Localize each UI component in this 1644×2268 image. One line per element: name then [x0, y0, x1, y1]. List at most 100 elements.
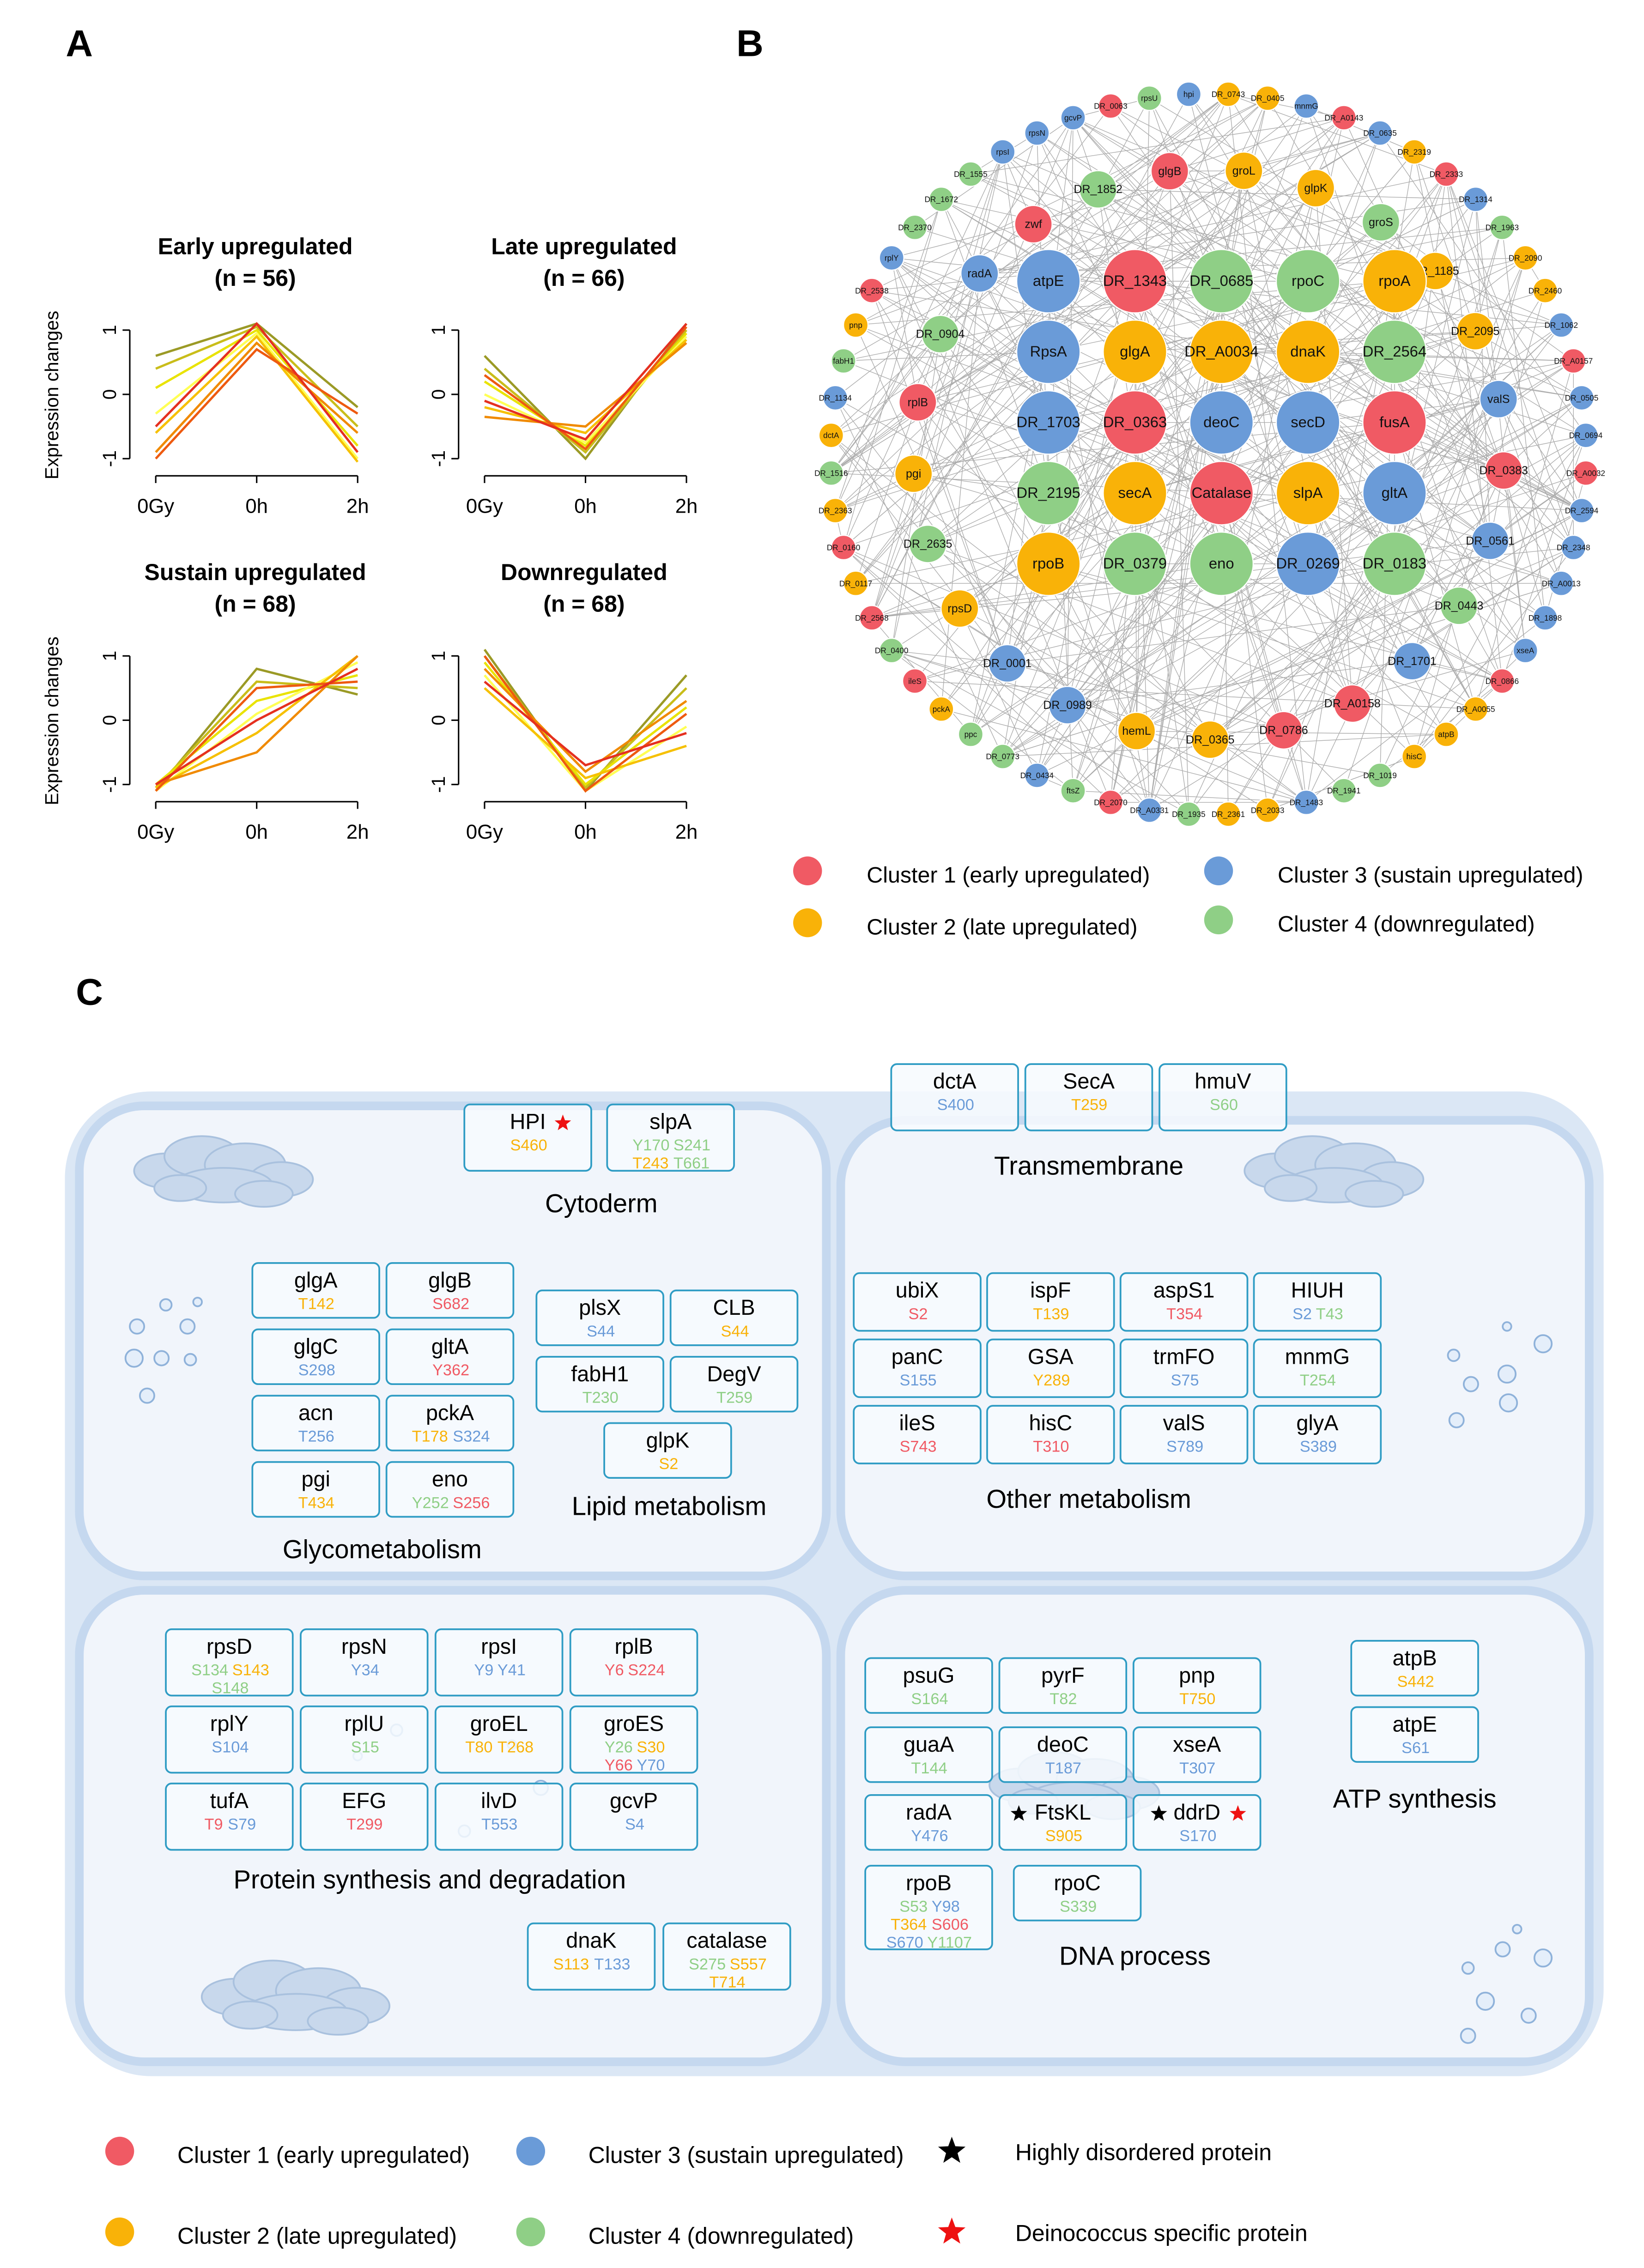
edge — [892, 133, 1380, 259]
legend-label: Cluster 4 (downregulated) — [588, 2223, 854, 2249]
protein-name: rplB — [614, 1634, 653, 1658]
x-tick-label: 0Gy — [466, 495, 503, 518]
chart-title: Downregulated — [501, 559, 667, 585]
edge — [1435, 271, 1504, 471]
site-label: S170 — [1179, 1827, 1216, 1845]
protein-box — [864, 1657, 993, 1714]
node-label: DR_0443 — [1435, 599, 1484, 612]
node — [1098, 789, 1124, 816]
node — [879, 245, 904, 271]
protein-name: groES — [604, 1712, 664, 1736]
node — [928, 186, 954, 212]
legend-label: Cluster 1 (early upregulated) — [177, 2142, 470, 2168]
protein-box — [603, 1422, 732, 1479]
node — [960, 254, 999, 293]
node-label: atpE — [1033, 272, 1064, 289]
node — [1189, 390, 1254, 455]
edge — [855, 325, 1503, 682]
protein-name: plsX — [579, 1295, 621, 1319]
protein-box — [662, 1922, 791, 1991]
protein-name: SecA — [1063, 1069, 1115, 1093]
protein-box — [385, 1395, 515, 1452]
node — [1548, 312, 1574, 338]
node-label: dnaK — [1290, 343, 1326, 360]
bubble — [1520, 2008, 1537, 2024]
site-label: T259 — [1071, 1096, 1107, 1114]
node — [1275, 248, 1341, 314]
protein-name: glgA — [294, 1268, 338, 1292]
edge — [1098, 189, 1574, 548]
y-axis-label: Expression changes — [41, 311, 62, 479]
node — [1275, 460, 1341, 526]
bubble — [129, 1318, 146, 1335]
edge — [891, 493, 1135, 651]
node-label: DR_1134 — [819, 393, 852, 403]
node-label: rplB — [908, 396, 928, 409]
site-label: S442 — [1397, 1673, 1434, 1690]
series-line — [484, 323, 687, 441]
site-label: Y41 — [497, 1661, 526, 1679]
node-label: ppc — [965, 730, 977, 739]
site-label: S256 — [453, 1494, 490, 1512]
node-label: pnp — [849, 321, 862, 330]
chart-title: Sustain upregulated — [145, 559, 366, 585]
node — [989, 744, 1016, 769]
protein-name: CLB — [713, 1295, 755, 1319]
node — [843, 570, 869, 596]
site-label: S61 — [1401, 1739, 1430, 1757]
edge — [855, 133, 1380, 326]
node-label: secA — [1118, 484, 1152, 501]
legend-label: Cluster 1 (early upregulated) — [867, 863, 1150, 888]
protein-box — [165, 1628, 294, 1697]
edge — [831, 189, 1098, 436]
protein-name: pckA — [426, 1401, 474, 1425]
bubble — [192, 1296, 203, 1307]
protein-name: deoC — [1037, 1732, 1089, 1756]
site-label: Y170 — [632, 1137, 669, 1154]
protein-name: rplU — [344, 1712, 384, 1736]
series-line — [155, 680, 358, 792]
protein-name: fabH1 — [571, 1362, 629, 1386]
node — [1024, 762, 1050, 788]
edge — [1306, 617, 1546, 803]
edge — [1149, 547, 1574, 810]
site-label: S789 — [1166, 1438, 1203, 1456]
site-label: S2 — [659, 1455, 678, 1473]
node-label: DR_1483 — [1290, 798, 1323, 807]
node-label: DR_0160 — [827, 543, 861, 552]
protein-box — [998, 1794, 1128, 1851]
node-label: DR_1062 — [1545, 321, 1578, 330]
node-label: DR_1019 — [1363, 771, 1397, 780]
site-label: T178 — [412, 1428, 448, 1445]
edge — [871, 290, 1008, 664]
node-label: rpoB — [1032, 555, 1064, 572]
cloud-part — [1264, 1174, 1318, 1202]
legend-label: Cluster 4 (downregulated) — [1278, 912, 1535, 937]
edge — [831, 117, 1074, 473]
node — [1136, 85, 1163, 111]
disordered-star — [1010, 1805, 1027, 1821]
edge — [1352, 199, 1476, 704]
site-label: T254 — [1300, 1372, 1336, 1389]
node-label: DR_2363 — [819, 506, 852, 515]
node-label: DR_0405 — [1251, 94, 1285, 103]
edge — [1412, 470, 1504, 662]
site-label: S460 — [510, 1137, 547, 1154]
legend-swatch — [105, 2136, 134, 2166]
node — [1176, 81, 1202, 107]
node — [1333, 684, 1372, 723]
edge — [891, 650, 1189, 815]
site-label: S104 — [212, 1739, 249, 1756]
bubble — [179, 1318, 196, 1335]
node-label: DR_1852 — [1074, 183, 1122, 196]
site-label: T256 — [298, 1428, 334, 1445]
edge — [970, 493, 1135, 735]
protein-box — [1253, 1405, 1382, 1464]
edge — [915, 680, 1476, 710]
cloud-icon — [200, 1960, 391, 2036]
edge — [1007, 663, 1284, 731]
node — [1016, 531, 1081, 596]
node-label: DR_0117 — [839, 579, 872, 588]
site-label: T144 — [911, 1760, 947, 1777]
